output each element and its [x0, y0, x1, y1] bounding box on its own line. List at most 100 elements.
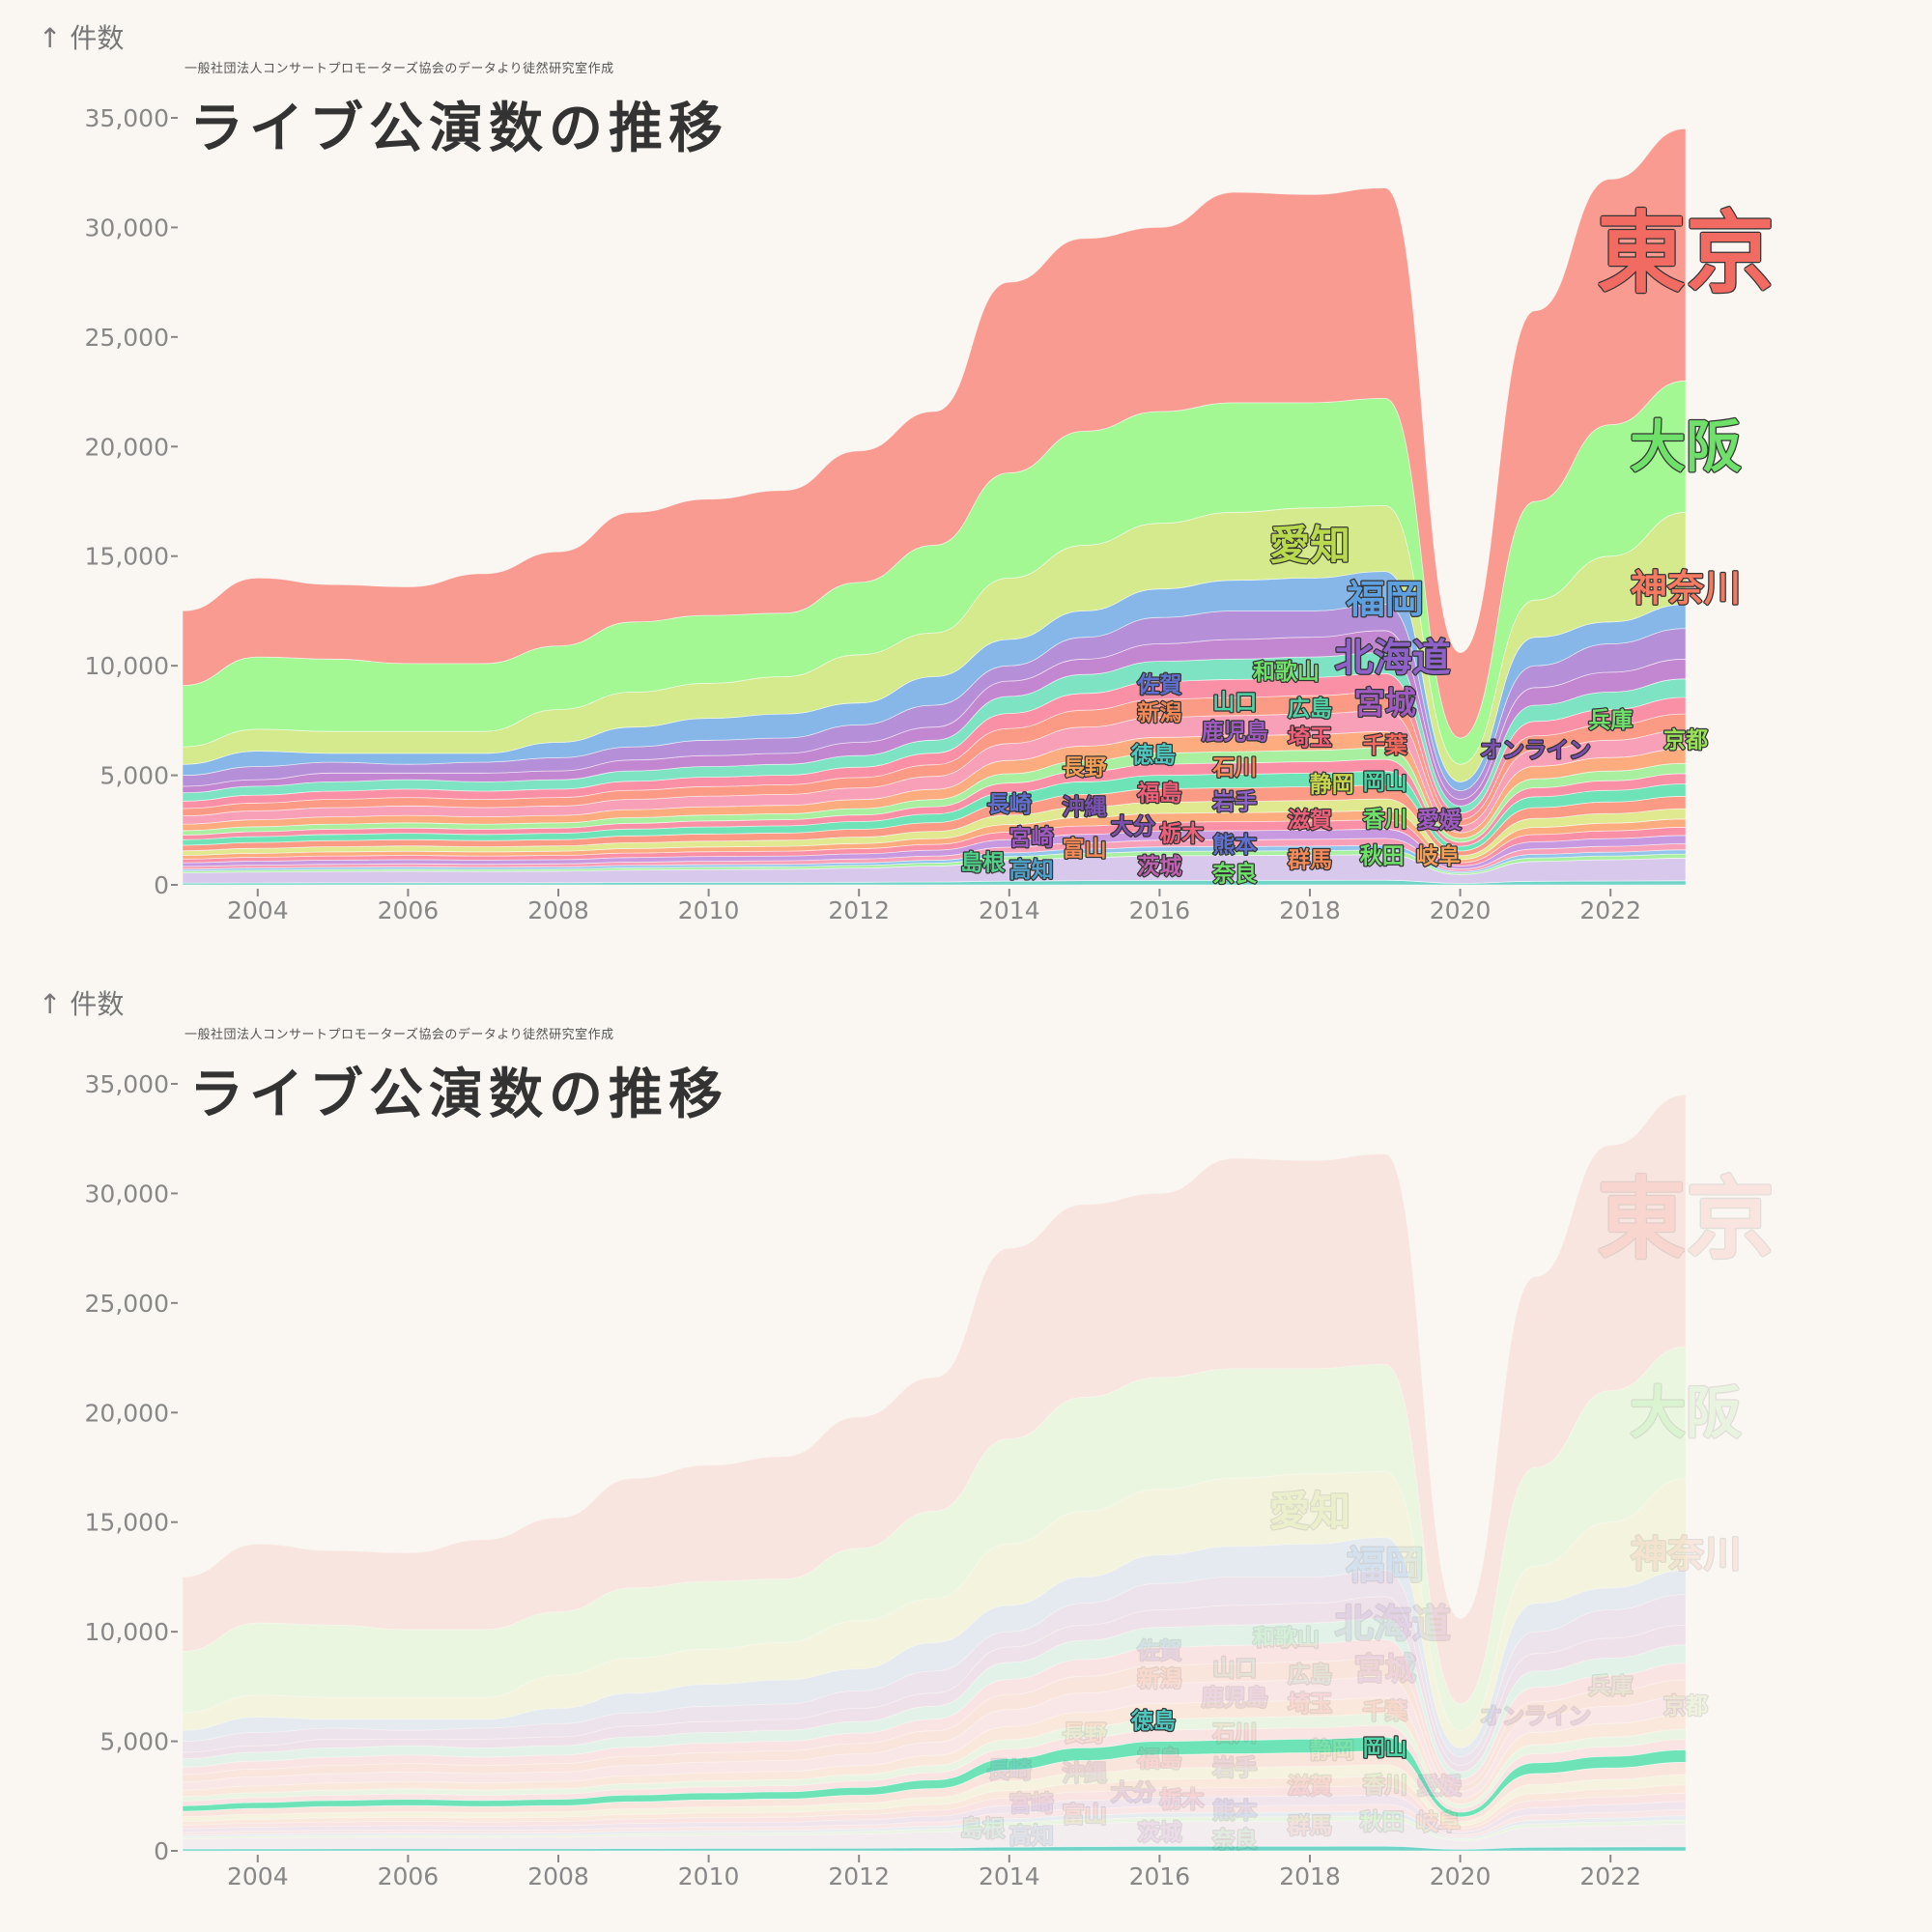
series-label: 茨城 [1137, 1820, 1181, 1846]
series-label: 神奈川 [1631, 1533, 1741, 1576]
series-label: 富山 [1063, 1802, 1107, 1828]
x-tick-label: 2012 [828, 1862, 890, 1890]
series-label: 岡山 [1363, 770, 1407, 795]
series-label: 茨城 [1137, 854, 1181, 880]
y-tick-label: 30,000 [85, 1179, 169, 1208]
area-band-茨城 [182, 1794, 1687, 1836]
y-tick-label: 15,000 [85, 1509, 169, 1537]
series-label: 沖縄 [1063, 1761, 1107, 1786]
x-tick-label: 2010 [678, 1862, 740, 1890]
x-tick-label: 2006 [378, 896, 440, 924]
area-band-宮城 [182, 1596, 1687, 1773]
series-label: 高知 [1009, 1823, 1054, 1849]
x-tick-label: 2016 [1129, 896, 1191, 924]
area-band-福島 [182, 1776, 1687, 1830]
series-label: 愛知 [1269, 1488, 1350, 1535]
series-label: 鹿児島 [1202, 1685, 1268, 1711]
streamgraph-all: 0 5,000 10,000 15,000 20,000 25,000 30,000 35,0… [85, 104, 1776, 924]
series-label: 新潟 [1137, 1666, 1181, 1692]
area-band-愛知 [182, 1471, 1687, 1748]
area-band-京都 [182, 1696, 1687, 1805]
series-label: 鹿児島 [1202, 719, 1268, 745]
series-label: 埼玉 [1288, 725, 1332, 751]
x-tick-label: 2022 [1579, 896, 1641, 924]
area-band-長崎 [182, 1804, 1687, 1838]
x-tick-label: 2004 [227, 1862, 289, 1890]
series-label: 長野 [1063, 755, 1107, 781]
x-tick-label: 2018 [1279, 896, 1341, 924]
x-tick-label: 2010 [678, 896, 740, 924]
series-label: 大阪 [1630, 413, 1742, 479]
x-tick-label: 2018 [1279, 1862, 1341, 1890]
series-label: 和歌山 [1253, 659, 1320, 685]
series-label: 滋賀 [1288, 808, 1332, 834]
series-label: 福島 [1136, 1747, 1181, 1773]
series-label: 岐阜 [1416, 1809, 1461, 1835]
series-label: 宮崎 [1009, 1791, 1054, 1817]
y-tick-label: 5,000 [99, 762, 169, 790]
series-label: 秋田 [1360, 1810, 1405, 1835]
area-band-other [182, 1820, 1687, 1850]
series-label: 群馬 [1287, 1812, 1332, 1838]
chart-title: ライブ公演数の推移 [189, 1064, 728, 1126]
area-band-石川 [182, 1724, 1687, 1813]
series-label: 石川 [1211, 1721, 1257, 1747]
series-label: 東京 [1597, 202, 1775, 305]
series-label: 佐賀 [1136, 672, 1181, 697]
series-label: 宮城 [1354, 684, 1416, 721]
series-label: オンライン [1480, 738, 1591, 763]
x-tick-label: 2006 [378, 1862, 440, 1890]
area-band-佐賀 [182, 1810, 1687, 1840]
series-label: 高知 [1009, 857, 1054, 883]
chart-subtitle: 一般社団法人コンサートプロモーターズ協会のデータより徒然研究室作成 [185, 1028, 614, 1042]
series-label: 奈良 [1211, 1827, 1257, 1853]
x-tick-label: 2022 [1579, 1862, 1641, 1890]
series-label: 大阪 [1630, 1379, 1742, 1445]
series-label: 大分 [1111, 1780, 1155, 1805]
series-label: 東京 [1597, 1168, 1775, 1271]
x-tick-label: 2008 [527, 1862, 589, 1890]
chart-title: ライブ公演数の推移 [189, 98, 728, 160]
series-label: 千葉 [1363, 1699, 1408, 1724]
series-label: 愛媛 [1417, 1774, 1463, 1800]
series-label: 宮城 [1354, 1650, 1416, 1687]
area-band-岡山 [182, 1736, 1687, 1818]
chart-panel-all: ↑ 件数 一般社団法人コンサートプロモーターズ協会のデータより徒然研究室作成 ラ… [39, 22, 1776, 924]
y-tick-label: 20,000 [85, 1399, 169, 1427]
chart-subtitle: 一般社団法人コンサートプロモーターズ協会のデータより徒然研究室作成 [185, 62, 614, 76]
series-label: 福岡 [1346, 1544, 1424, 1588]
series-label: 新潟 [1137, 700, 1181, 726]
series-label: 京都 [1663, 727, 1708, 753]
area-band-熊本 [182, 1785, 1687, 1833]
area-band-徳島 [182, 1845, 1687, 1852]
area-band-島根 [182, 1815, 1687, 1841]
y-axis-label: 件数 [70, 988, 125, 1020]
y-tick-label: 35,000 [85, 104, 169, 132]
y-tick-label: 15,000 [85, 543, 169, 571]
x-tick-label: 2020 [1430, 896, 1492, 924]
series-label: 北海道 [1335, 1603, 1451, 1647]
area-band-沖縄 [182, 1764, 1687, 1827]
area-band-福岡 [182, 1537, 1687, 1757]
series-label: 広島 [1288, 696, 1332, 722]
series-label: 宮崎 [1009, 825, 1054, 851]
x-tick-label: 2014 [979, 896, 1040, 924]
series-label: 奈良 [1211, 861, 1257, 887]
series-label: 静岡 [1310, 772, 1354, 798]
area-band-北海道 [182, 1570, 1687, 1766]
arrow-up-icon: ↑ [39, 988, 62, 1020]
series-label: 熊本 [1212, 832, 1257, 858]
series-label: 山口 [1212, 1656, 1257, 1681]
series-label: 沖縄 [1063, 795, 1107, 820]
series-label: 香川 [1363, 808, 1407, 833]
y-tick-label: 20,000 [85, 433, 169, 461]
series-label: 愛媛 [1417, 808, 1463, 834]
y-tick-label: 5,000 [99, 1728, 169, 1756]
series-label: 北海道 [1335, 637, 1451, 681]
series-label: 石川 [1211, 755, 1257, 781]
series-label: 岩手 [1211, 1755, 1257, 1780]
series-label: 島根 [960, 850, 1005, 876]
series-label: 神奈川 [1631, 567, 1741, 610]
series-label: 兵庫 [1588, 707, 1633, 733]
area-band-埼玉 [182, 1638, 1687, 1786]
